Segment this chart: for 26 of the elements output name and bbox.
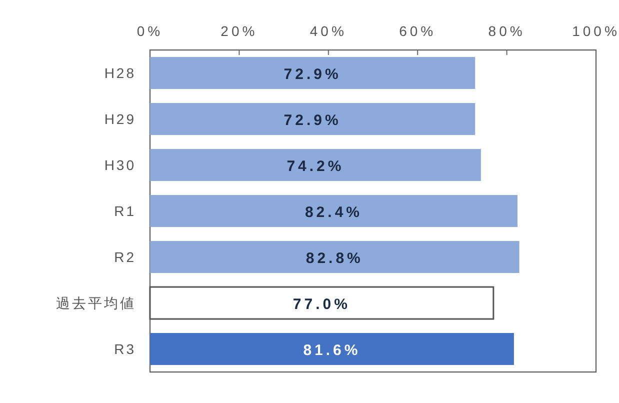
x-tick-label: 60% [399, 23, 436, 39]
data-label: 81.6% [303, 342, 361, 359]
x-tick-label: 100% [572, 23, 619, 39]
y-tick-label: H29 [104, 111, 136, 127]
bar [150, 103, 476, 135]
y-tick-label: R3 [114, 341, 136, 357]
x-tick-label: 80% [488, 23, 526, 39]
data-label: 82.4% [304, 204, 363, 221]
y-tick-label: R2 [114, 249, 136, 265]
data-label: 72.9% [284, 66, 342, 83]
data-label: 77.0% [292, 296, 350, 313]
y-tick-label: R1 [114, 203, 136, 219]
data-label: 72.9% [284, 112, 342, 129]
bar [150, 241, 520, 273]
y-tick-label: H28 [104, 65, 136, 81]
bar [150, 57, 476, 89]
bar [150, 195, 518, 227]
data-label: 74.2% [286, 158, 344, 175]
x-tick-label: 0% [136, 23, 164, 39]
data-label: 82.8% [306, 250, 364, 267]
bar [150, 333, 514, 365]
y-tick-label: H30 [104, 157, 136, 173]
x-tick-label: 20% [220, 23, 258, 39]
x-tick-label: 40% [310, 23, 347, 39]
y-tick-label: 過去平均値 [56, 295, 136, 311]
bar [150, 149, 481, 181]
